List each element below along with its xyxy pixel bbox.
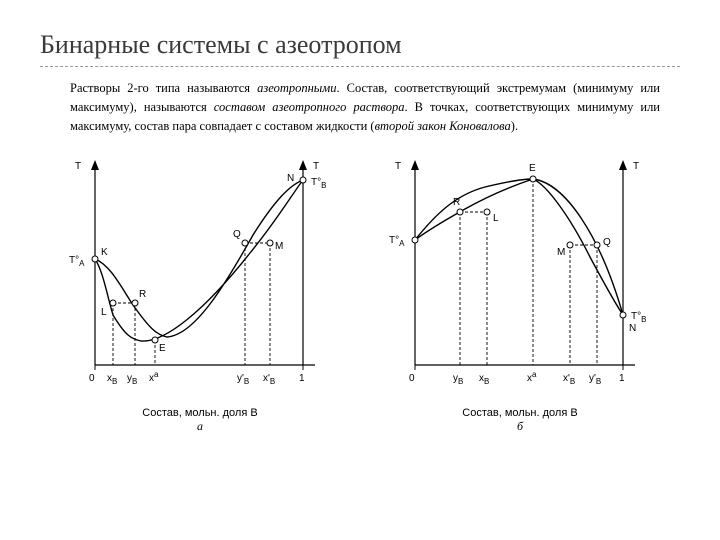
axis-label-T-right: T: [313, 161, 319, 172]
xtick-xa: xa: [149, 370, 159, 384]
point-E: [530, 176, 536, 182]
point-M: [567, 242, 573, 248]
para-italic-1: азеотропными: [257, 81, 336, 95]
xtick-xB: xB: [479, 373, 489, 386]
para-text: ).: [511, 119, 518, 133]
para-italic-2: составом азеотропного раствора: [214, 100, 405, 114]
point-L: [110, 300, 116, 306]
label-N: N: [287, 173, 294, 184]
chart-b-caption: Состав, мольн. доля B: [462, 407, 577, 419]
point-Q: [242, 240, 248, 246]
xtick-ypB: y'B: [237, 373, 249, 386]
chart-a-sublabel: а: [197, 419, 203, 434]
point-M: [267, 240, 273, 246]
label-K: K: [101, 247, 108, 258]
axis-label-T-left: T: [75, 161, 81, 172]
point-K: [412, 237, 418, 243]
label-N: N: [629, 323, 636, 334]
body-paragraph: Растворы 2-го типа называются азеотропны…: [70, 79, 660, 135]
chart-b: T T T°A T°B R L E M Q N: [375, 145, 665, 434]
point-R: [132, 300, 138, 306]
xtick-xpB: x'B: [563, 373, 575, 386]
page-title: Бинарные системы с азеотропом: [40, 30, 680, 67]
xtick-ypB: y'B: [589, 373, 601, 386]
label-E: E: [159, 343, 166, 354]
axis-label-T-left: T: [395, 161, 401, 172]
point-Q: [594, 242, 600, 248]
xtick-yB: yB: [453, 373, 463, 386]
point-R: [457, 209, 463, 215]
axis-label-TA: T°A: [389, 235, 405, 248]
chart-a: T T T°A T°B K L R E Q: [55, 145, 345, 434]
label-M: M: [275, 241, 283, 252]
axis-label-TB: T°B: [311, 177, 326, 190]
xtick-xa: xa: [527, 370, 537, 384]
para-italic-3: второй закон Коновалова: [375, 119, 511, 133]
chart-b-svg: T T T°A T°B R L E M Q N: [375, 145, 665, 405]
label-Q: Q: [603, 237, 611, 248]
curve-vapor: [415, 179, 623, 315]
point-N: [300, 177, 306, 183]
axis-label-TA: T°A: [69, 255, 85, 268]
curve-vapor: [95, 180, 303, 337]
point-N: [620, 312, 626, 318]
xtick-1: 1: [299, 373, 305, 384]
arrow-up-left: [411, 160, 419, 170]
arrow-up-right: [619, 160, 627, 170]
chart-a-caption: Состав, мольн. доля B: [142, 407, 257, 419]
label-E: E: [529, 163, 536, 174]
xtick-0: 0: [89, 373, 95, 384]
xtick-yB: yB: [127, 373, 137, 386]
label-Q: Q: [233, 229, 241, 240]
charts-row: T T T°A T°B K L R E Q: [40, 145, 680, 434]
axis-label-T-right: T: [633, 161, 639, 172]
label-L: L: [101, 307, 107, 318]
xtick-xB: xB: [107, 373, 117, 386]
point-L: [484, 209, 490, 215]
arrow-up-right: [299, 160, 307, 170]
xtick-xpB: x'B: [263, 373, 275, 386]
curve-liquid: [415, 179, 623, 315]
arrow-up-left: [91, 160, 99, 170]
point-K: [92, 256, 98, 262]
xtick-1: 1: [619, 373, 625, 384]
label-L: L: [493, 213, 499, 224]
label-R: R: [453, 197, 460, 208]
point-E: [152, 337, 158, 343]
chart-b-sublabel: б: [517, 419, 523, 434]
para-text: Растворы 2-го типа называются: [70, 81, 257, 95]
xtick-0: 0: [409, 373, 415, 384]
label-R: R: [139, 289, 146, 300]
chart-a-svg: T T T°A T°B K L R E Q: [55, 145, 345, 405]
label-M: M: [557, 247, 565, 258]
